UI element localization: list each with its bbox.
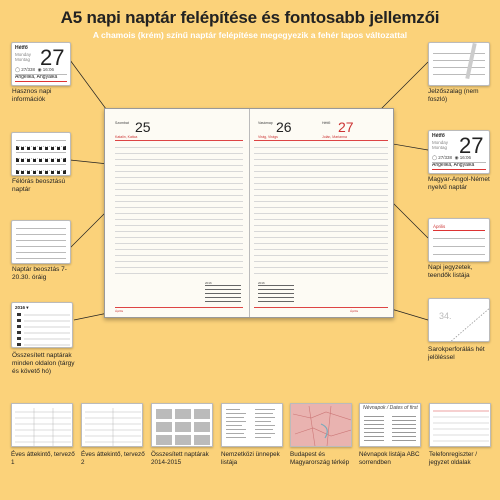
mini-cal-title-b: 2016	[258, 281, 265, 285]
mini-calendar-title: 2016 ▾	[15, 305, 29, 310]
thumb-label: Névnapok listája ABC sorrendben	[359, 451, 420, 466]
thumb-label: Nemzetközi ünnepek listája	[221, 451, 280, 466]
right-day-number-a: 26	[276, 119, 292, 135]
mini-calendar-a	[205, 285, 241, 302]
day-name-en: Monday	[15, 52, 32, 57]
callout-label-ribbon: Jelzőszalag (nem foszló)	[428, 88, 479, 103]
ribbon-card	[428, 42, 490, 86]
right-page: Vasárnap 26 Virág, Virágs Hétfő 27 Jolán…	[250, 109, 394, 317]
perforation-corner: 34.	[439, 308, 489, 341]
sun-info: ◯ 27/338 ◉ 16:06	[15, 67, 55, 72]
thumb-label: Telefonregiszter / jegyzet oldalak	[429, 451, 477, 466]
right-nameday-a: Virág, Virágs	[258, 135, 278, 139]
thumb-map	[290, 403, 352, 447]
thumb-summary-calendars	[151, 403, 213, 447]
right-day-name-b: Hétfő	[322, 121, 331, 125]
day-name-en: Monday	[432, 140, 449, 145]
left-page: Szombat 25 Katalin, Katica 2016 Április	[105, 109, 249, 317]
daily-info-card: Hétfő Monday Montag 27 ◯ 27/338 ◉ 16:06 …	[11, 42, 71, 86]
page-subtitle: A chamois (krém) színű naptár felépítése…	[92, 30, 408, 40]
day-name: Hétfő	[432, 133, 445, 139]
right-day-number-b: 27	[338, 119, 354, 135]
thumb-phone-register	[429, 403, 491, 447]
callout-label-half-hour: Félórás beosztású naptár	[12, 178, 66, 193]
day-number: 27	[459, 133, 484, 158]
right-nameday-b: Jolán, Marianna	[322, 135, 347, 139]
sun-info: ◯ 27/338 ◉ 16:06	[432, 155, 472, 160]
day-name: Hétfő	[15, 45, 28, 51]
callout-label-notes: Napi jegyzetek, teendők listája	[428, 264, 473, 279]
callout-label-trilingual: Magyar-Angol-Német nyelvű naptár	[428, 176, 490, 191]
callout-label-hours: Naptár beosztás 7-20.30. óráig	[12, 266, 67, 281]
spine	[249, 109, 250, 317]
footer-right: Április	[350, 309, 359, 313]
thumb-label: Éves áttekintő, tervező 2	[81, 451, 145, 466]
mini-calendar-grid	[17, 313, 70, 346]
day-number: 27	[40, 45, 65, 70]
thumb-label: Budapest és Magyarország térkép	[290, 451, 350, 466]
thumb-label: Összesített naptárak 2014-2015	[151, 451, 209, 466]
nameday: Angelika, Angyalka	[15, 74, 58, 80]
callout-label-mini-calendars: Összesített naptárak minden oldalon (tár…	[12, 352, 75, 375]
callout-label-daily-info: Hasznos napi információk	[12, 88, 52, 103]
notes-header: Április	[433, 224, 446, 229]
namedays-header: Névnapok / Dates of first	[363, 405, 418, 411]
perforation-card: 34.	[428, 298, 490, 342]
trilingual-card: Hétfő Monday Montag 27 ◯ 27/338 ◉ 16:06 …	[428, 130, 490, 174]
thumb-yearly-planner-2	[81, 403, 143, 447]
mini-calendar-b	[258, 285, 294, 302]
footer-left: Április	[115, 309, 124, 313]
notes-card: Április	[428, 218, 490, 262]
day-name-de: Montag	[15, 57, 31, 62]
thumb-yearly-planner-1	[11, 403, 73, 447]
hours-card	[11, 220, 71, 264]
thumb-namedays: Névnapok / Dates of first	[359, 403, 421, 447]
page-title: A5 napi naptár felépítése és fontosabb j…	[60, 8, 440, 27]
thumb-holidays	[221, 403, 283, 447]
thumb-label: Éves áttekintő, tervező 1	[11, 451, 75, 466]
mini-calendar-card: 2016 ▾	[11, 302, 73, 348]
diary-spread: Szombat 25 Katalin, Katica 2016 Április …	[104, 108, 394, 318]
day-name-de: Montag	[432, 145, 448, 150]
left-nameday: Katalin, Katica	[115, 135, 138, 139]
callout-label-perforation: Sarokperforálás hét jelöléssel	[428, 346, 485, 361]
left-day-name: Szombat	[115, 121, 129, 125]
left-day-number: 25	[135, 119, 151, 135]
half-hour-card	[11, 132, 71, 176]
right-day-name: Vasárnap	[258, 121, 273, 125]
nameday: Angelika, Angyalka	[432, 162, 475, 168]
mini-cal-title-a: 2016	[205, 281, 212, 285]
svg-text:34.: 34.	[439, 311, 452, 321]
